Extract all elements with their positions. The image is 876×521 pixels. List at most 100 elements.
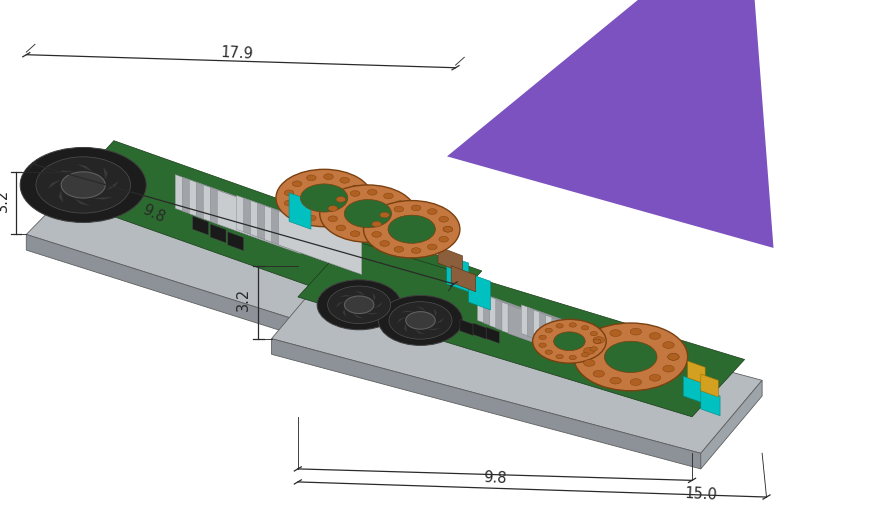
Circle shape [582,353,589,357]
Circle shape [394,206,404,212]
Circle shape [582,326,589,330]
Circle shape [630,379,641,386]
Polygon shape [438,246,463,272]
Circle shape [323,216,333,222]
Polygon shape [451,266,476,292]
Circle shape [395,221,405,227]
Circle shape [439,237,449,242]
Polygon shape [508,305,574,357]
Circle shape [394,246,404,252]
Circle shape [389,302,452,339]
Circle shape [668,353,679,361]
Circle shape [545,350,553,354]
Circle shape [399,211,409,217]
Circle shape [336,225,346,231]
Polygon shape [416,306,427,312]
Polygon shape [289,193,311,229]
Polygon shape [427,328,441,330]
Circle shape [411,205,420,211]
Polygon shape [210,188,293,251]
Polygon shape [365,313,379,315]
Polygon shape [265,206,348,269]
Polygon shape [486,327,499,343]
Polygon shape [217,190,300,254]
Text: 3.2: 3.2 [0,189,11,212]
Circle shape [610,330,621,337]
Polygon shape [92,197,113,200]
Circle shape [336,196,346,202]
Polygon shape [527,307,593,359]
Circle shape [574,323,688,391]
Circle shape [590,346,597,351]
Circle shape [539,343,547,348]
Circle shape [364,201,460,258]
Circle shape [395,201,405,206]
Circle shape [61,172,105,198]
Circle shape [604,341,657,373]
Circle shape [556,354,563,359]
Polygon shape [26,234,438,380]
Polygon shape [244,198,327,262]
Polygon shape [237,195,320,259]
Polygon shape [404,324,407,332]
Polygon shape [196,182,279,246]
Polygon shape [521,305,587,357]
Circle shape [593,339,601,343]
Polygon shape [272,208,355,272]
Circle shape [427,209,437,215]
Circle shape [284,200,293,206]
Circle shape [384,193,393,199]
Polygon shape [540,313,605,365]
Polygon shape [460,319,473,336]
Circle shape [406,312,435,329]
Text: 3.2: 3.2 [236,288,251,311]
Circle shape [307,175,316,181]
Circle shape [344,296,374,314]
Text: 9.8: 9.8 [483,470,507,487]
Polygon shape [447,255,469,292]
Circle shape [350,191,360,196]
Polygon shape [533,310,599,362]
Polygon shape [353,314,364,319]
Circle shape [630,328,641,335]
Circle shape [300,184,348,212]
Circle shape [411,247,420,253]
Polygon shape [490,297,555,349]
Polygon shape [193,216,208,235]
Circle shape [378,295,463,345]
Circle shape [663,342,675,349]
Circle shape [649,375,661,381]
Polygon shape [701,380,762,469]
Polygon shape [53,170,74,173]
Polygon shape [435,318,444,324]
Polygon shape [701,389,720,416]
Circle shape [399,211,409,217]
Polygon shape [477,292,543,344]
Circle shape [356,195,365,201]
Polygon shape [484,294,549,346]
Circle shape [583,359,595,366]
Circle shape [293,209,302,215]
Circle shape [439,216,449,222]
Polygon shape [701,374,718,397]
Polygon shape [688,361,705,384]
Polygon shape [683,376,703,403]
Polygon shape [251,201,334,264]
Polygon shape [469,274,491,310]
Circle shape [323,174,333,180]
Polygon shape [258,203,341,267]
Circle shape [328,286,391,324]
Polygon shape [47,179,61,189]
Circle shape [443,226,453,232]
Circle shape [593,339,601,343]
Circle shape [380,212,390,218]
Polygon shape [339,295,353,297]
Polygon shape [355,291,365,296]
Circle shape [539,335,547,340]
Circle shape [320,185,416,242]
Circle shape [350,231,360,237]
Circle shape [371,231,381,237]
Circle shape [384,228,393,234]
Polygon shape [279,211,362,275]
Polygon shape [414,329,425,334]
